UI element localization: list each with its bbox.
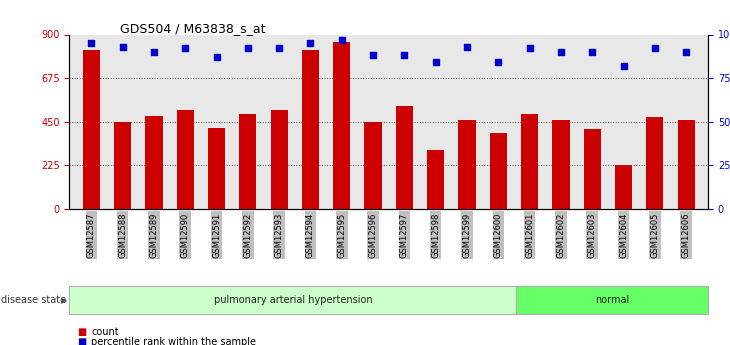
Bar bbox=[239, 114, 256, 209]
Text: GSM12605: GSM12605 bbox=[650, 213, 659, 258]
Bar bbox=[82, 50, 100, 209]
Bar bbox=[646, 117, 664, 209]
Bar bbox=[458, 120, 476, 209]
Bar bbox=[553, 120, 569, 209]
Text: GSM12587: GSM12587 bbox=[87, 213, 96, 258]
Text: GSM12596: GSM12596 bbox=[369, 213, 377, 258]
Point bbox=[649, 46, 661, 51]
Text: pulmonary arterial hypertension: pulmonary arterial hypertension bbox=[214, 295, 372, 305]
Text: ■: ■ bbox=[77, 327, 86, 337]
Point bbox=[180, 46, 191, 51]
Text: normal: normal bbox=[595, 295, 629, 305]
Point bbox=[430, 60, 442, 65]
Bar bbox=[584, 129, 601, 209]
Point bbox=[461, 44, 473, 49]
Bar bbox=[271, 110, 288, 209]
Point bbox=[555, 49, 566, 55]
Point bbox=[336, 37, 347, 42]
Point bbox=[273, 46, 285, 51]
Text: GSM12597: GSM12597 bbox=[400, 213, 409, 258]
Text: GDS504 / M63838_s_at: GDS504 / M63838_s_at bbox=[120, 22, 266, 36]
Text: count: count bbox=[91, 327, 119, 337]
Bar bbox=[364, 122, 382, 209]
Point bbox=[618, 63, 629, 69]
Text: GSM12602: GSM12602 bbox=[556, 213, 566, 258]
Text: ■: ■ bbox=[77, 337, 86, 345]
Bar bbox=[396, 106, 413, 209]
Bar bbox=[301, 50, 319, 209]
Bar bbox=[333, 42, 350, 209]
Point bbox=[524, 46, 536, 51]
Point bbox=[85, 40, 97, 46]
Text: GSM12588: GSM12588 bbox=[118, 213, 127, 258]
Text: GSM12599: GSM12599 bbox=[463, 213, 472, 258]
Bar bbox=[427, 150, 445, 209]
Point bbox=[367, 53, 379, 58]
Text: GSM12598: GSM12598 bbox=[431, 213, 440, 258]
Text: GSM12589: GSM12589 bbox=[150, 213, 158, 258]
Bar bbox=[490, 133, 507, 209]
Bar bbox=[177, 110, 193, 209]
Point bbox=[211, 55, 223, 60]
Text: GSM12593: GSM12593 bbox=[274, 213, 284, 258]
Text: disease state: disease state bbox=[1, 295, 66, 305]
Text: GSM12606: GSM12606 bbox=[682, 213, 691, 258]
Text: GSM12591: GSM12591 bbox=[212, 213, 221, 258]
Point bbox=[148, 49, 160, 55]
FancyBboxPatch shape bbox=[69, 286, 517, 314]
FancyBboxPatch shape bbox=[517, 286, 708, 314]
Bar bbox=[521, 114, 538, 209]
Point bbox=[493, 60, 504, 65]
Text: GSM12600: GSM12600 bbox=[493, 213, 503, 258]
Bar bbox=[677, 120, 695, 209]
Point bbox=[117, 44, 128, 49]
Bar bbox=[145, 116, 163, 209]
Bar bbox=[114, 122, 131, 209]
Point bbox=[242, 46, 253, 51]
Text: GSM12601: GSM12601 bbox=[525, 213, 534, 258]
Point bbox=[304, 40, 316, 46]
Point bbox=[399, 53, 410, 58]
Text: GSM12604: GSM12604 bbox=[619, 213, 628, 258]
Point bbox=[680, 49, 692, 55]
Text: GSM12590: GSM12590 bbox=[181, 213, 190, 258]
Point bbox=[586, 49, 598, 55]
Bar bbox=[208, 128, 225, 209]
Text: ▶: ▶ bbox=[61, 296, 68, 305]
Text: GSM12603: GSM12603 bbox=[588, 213, 596, 258]
Text: GSM12595: GSM12595 bbox=[337, 213, 346, 258]
Text: GSM12592: GSM12592 bbox=[243, 213, 253, 258]
Text: GSM12594: GSM12594 bbox=[306, 213, 315, 258]
Bar bbox=[615, 165, 632, 209]
Text: percentile rank within the sample: percentile rank within the sample bbox=[91, 337, 256, 345]
